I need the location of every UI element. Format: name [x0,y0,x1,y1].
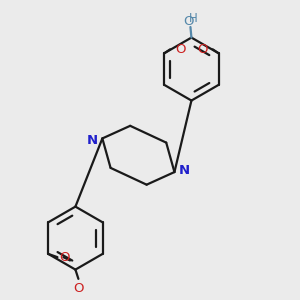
Text: N: N [178,164,190,177]
Text: O: O [183,15,194,28]
Text: O: O [59,251,69,264]
Text: O: O [73,281,83,295]
Text: N: N [87,134,98,147]
Text: O: O [197,43,208,56]
Text: O: O [175,43,186,56]
Text: H: H [189,12,197,25]
